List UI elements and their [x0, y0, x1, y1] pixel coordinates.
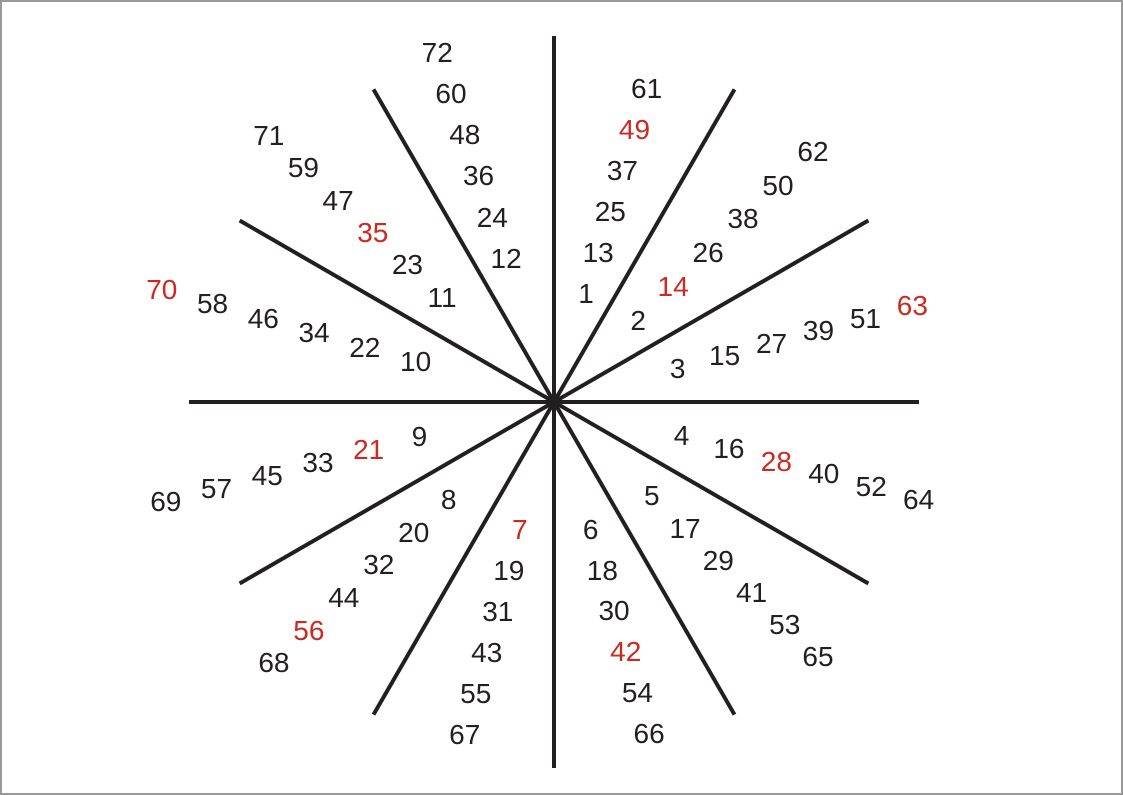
number-label-39: 39 — [802, 315, 835, 347]
number-label-19: 19 — [493, 554, 525, 586]
number-label-12: 12 — [490, 242, 522, 274]
number-label-29: 29 — [702, 544, 734, 576]
number-label-41: 41 — [735, 576, 768, 608]
number-label-44: 44 — [328, 582, 360, 613]
number-label-52: 52 — [855, 470, 887, 502]
number-label-11: 11 — [427, 281, 457, 313]
number-label-64: 64 — [903, 483, 935, 515]
number-label-8: 8 — [440, 484, 457, 516]
number-label-5: 5 — [644, 480, 660, 512]
number-label-22: 22 — [349, 331, 381, 363]
number-label-57: 57 — [200, 473, 233, 505]
number-label-43: 43 — [471, 636, 503, 668]
number-label-63: 63 — [896, 289, 928, 321]
number-label-32: 32 — [363, 549, 395, 581]
number-label-42: 42 — [610, 636, 642, 668]
number-label-47: 47 — [322, 184, 354, 216]
number-label-71: 71 — [253, 120, 285, 152]
number-label-62: 62 — [797, 135, 829, 167]
number-label-4: 4 — [673, 420, 690, 452]
number-label-68: 68 — [258, 647, 290, 679]
number-label-13: 13 — [582, 236, 614, 268]
number-label-20: 20 — [398, 516, 430, 548]
number-label-66: 66 — [633, 717, 665, 749]
number-label-35: 35 — [357, 217, 389, 248]
number-label-34: 34 — [298, 317, 330, 349]
number-label-55: 55 — [460, 678, 492, 710]
number-label-46: 46 — [247, 302, 279, 334]
number-label-2: 2 — [630, 304, 646, 336]
number-label-14: 14 — [657, 270, 689, 302]
number-label-54: 54 — [621, 676, 653, 708]
number-label-67: 67 — [449, 719, 481, 751]
spoke-line — [371, 88, 737, 716]
number-label-6: 6 — [582, 513, 599, 545]
number-label-45: 45 — [251, 460, 283, 492]
number-label-9: 9 — [411, 420, 428, 452]
number-label-49: 49 — [618, 114, 651, 146]
number-label-72: 72 — [421, 37, 453, 69]
number-label-1: 1 — [578, 277, 594, 309]
number-label-50: 50 — [762, 169, 794, 201]
number-label-69: 69 — [150, 486, 182, 518]
number-label-38: 38 — [727, 203, 759, 235]
number-label-58: 58 — [196, 288, 229, 320]
number-label-59: 59 — [287, 152, 320, 184]
number-label-21: 21 — [353, 433, 385, 465]
number-label-53: 53 — [769, 608, 801, 640]
number-label-24: 24 — [476, 201, 508, 233]
number-label-26: 26 — [692, 237, 724, 269]
number-label-36: 36 — [462, 160, 495, 192]
number-label-16: 16 — [713, 432, 745, 464]
number-label-40: 40 — [808, 458, 840, 490]
number-label-25: 25 — [594, 195, 626, 227]
number-label-3: 3 — [669, 352, 686, 384]
number-label-60: 60 — [435, 78, 467, 110]
number-label-18: 18 — [586, 554, 618, 586]
number-label-15: 15 — [709, 340, 741, 372]
number-label-56: 56 — [293, 614, 325, 646]
number-label-30: 30 — [598, 595, 630, 627]
number-label-37: 37 — [606, 155, 638, 187]
number-label-10: 10 — [400, 346, 432, 378]
number-label-65: 65 — [802, 640, 834, 672]
number-label-70: 70 — [146, 273, 178, 305]
number-label-31: 31 — [482, 595, 514, 627]
number-label-51: 51 — [849, 302, 881, 334]
number-label-7: 7 — [512, 513, 528, 545]
number-label-23: 23 — [391, 249, 423, 281]
number-label-17: 17 — [669, 512, 701, 544]
number-label-61: 61 — [631, 73, 663, 105]
number-label-27: 27 — [755, 327, 788, 359]
number-label-48: 48 — [449, 119, 481, 151]
number-label-28: 28 — [760, 445, 792, 477]
number-label-33: 33 — [302, 447, 334, 479]
